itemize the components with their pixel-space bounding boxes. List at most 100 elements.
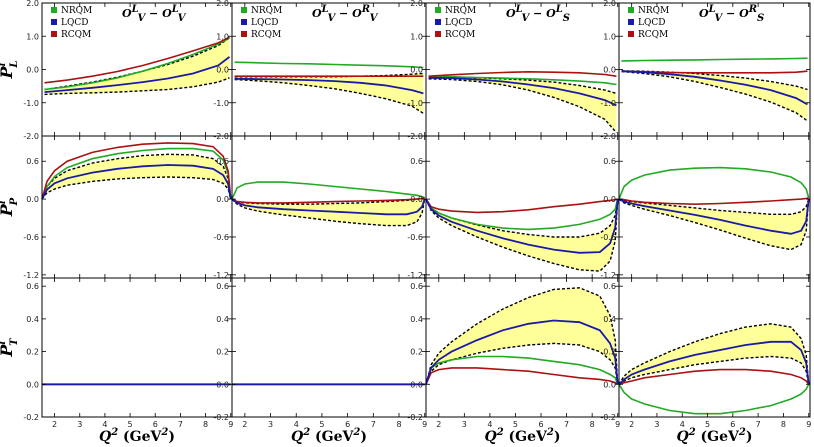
legend-swatch-nrqm [51,7,57,13]
legend-swatch-lqcd [241,19,247,25]
y-tick-label: -1.2 [600,271,616,280]
x-tick-label: 7 [564,420,569,429]
y-tick-label: 2.0 [410,0,423,8]
series-lqcd [425,198,619,254]
y-tick-label: 0.0 [26,66,39,75]
series-nrqm [428,76,617,86]
ylabel-text: PiL [0,61,20,80]
series-nrqm [231,181,426,200]
x-axis-label: Q2 (GeV2) [291,427,367,445]
x-tick-label: 9 [228,420,233,429]
y-tick-label: 0.0 [216,195,229,204]
x-tick-label: 4 [102,420,107,429]
series-nrqm [425,198,619,231]
y-tick-label: 1.0 [216,32,229,41]
y-tick-label: 0.2 [410,348,423,357]
series-lqcd [425,319,619,385]
legend-label-lqcd: LQCD [251,18,278,28]
panel-r1-c1: -1.2 -0.6 0.0 0.6 [213,135,427,280]
x-tick-label: 7 [178,420,183,429]
legend-label-nrqm: NRQM [638,6,669,16]
y-tick-label: -0.6 [23,233,39,242]
legend-swatch-lqcd [51,19,57,25]
x-tick-label: 5 [705,420,710,429]
y-tick-label: -0.2 [23,413,39,422]
series-lqcd [618,340,810,385]
series-lqcd [234,77,424,95]
y-tick-label: 0.4 [410,315,423,324]
legend-label-lqcd: LQCD [61,18,88,28]
y-tick-label: 0.0 [410,66,423,75]
x-tick-label: 4 [487,420,492,429]
x-tick-label: 4 [680,420,685,429]
legend-label-nrqm: NRQM [61,6,92,16]
x-tick-label: 6 [538,420,543,429]
y-tick-label: 0.0 [410,380,423,389]
x-tick-label: 9 [615,420,620,429]
y-tick-label: 0.0 [603,66,616,75]
series-rcqm [618,368,810,386]
x-tick-label: 8 [203,420,208,429]
x-tick-label: 3 [462,420,467,429]
y-tick-label: 0.2 [603,348,616,357]
legend-swatch-nrqm [628,7,634,13]
y-tick-label: -2.0 [23,132,39,141]
band-upper-edge [425,198,619,238]
y-tick-label: 0.0 [410,195,423,204]
panel-frame [231,277,427,418]
y-tick-label: 1.0 [603,32,616,41]
x-tick-label: 8 [396,420,401,429]
row-ylabel-2: PiT [0,337,20,358]
band-lower-edge [44,77,230,96]
uncertainty-band [621,70,808,121]
series-lqcd [621,70,808,106]
y-tick-label: 0.6 [26,282,39,291]
band-lower-edge [234,78,424,114]
series-rcqm [231,197,425,204]
panel-r2-c3: 2 3 4 5 6 7 8 9-0.20.00.20.40.6 [600,277,811,429]
band-lower-edge [231,198,426,227]
x-axis-label: Q2 (GeV2) [99,427,175,445]
legend-swatch-lqcd [435,19,441,25]
series-rcqm [44,36,230,84]
series-rcqm [428,70,617,77]
legend-label-lqcd: LQCD [445,18,472,28]
y-tick-label: 0.2 [26,348,39,357]
x-tick-label: 3 [268,420,273,429]
y-tick-label: -1.2 [23,271,39,280]
series-rcqm [41,142,232,200]
uncertainty-band [426,199,618,272]
y-tick-label: -1.2 [407,271,423,280]
legend-label-nrqm: NRQM [251,6,282,16]
series-nrqm [618,383,810,415]
band-upper-edge [425,287,619,385]
y-tick-label: -1.0 [407,99,423,108]
y-tick-label: 0.6 [410,282,423,291]
y-tick-label: 1.0 [26,32,39,41]
panel-title: OLV − OLV [122,4,187,24]
x-tick-label: 6 [730,420,735,429]
legend-swatch-nrqm [435,7,441,13]
y-tick-label: 0.6 [26,157,39,166]
x-tick-label: 5 [128,420,133,429]
band-lower-edge [428,78,617,134]
y-tick-label: -0.6 [407,233,423,242]
band-lower-edge [618,355,810,385]
x-tick-label: 2 [52,420,57,429]
x-tick-label: 7 [756,420,761,429]
band-lower-edge [618,198,810,251]
uncertainty-band [619,199,809,250]
y-tick-label: 0.6 [410,157,423,166]
series-rcqm [425,367,619,385]
x-tick-label: 6 [345,420,350,429]
uncertainty-band [619,323,809,385]
series-nrqm [41,147,232,200]
x-axis-label: Q2 (GeV2) [677,427,753,445]
band-lower-edge [41,176,232,200]
x-tick-label: 5 [513,420,518,429]
series-lqcd [428,76,617,107]
y-tick-label: -0.2 [213,413,229,422]
ylabel-text: PiT [0,337,20,358]
